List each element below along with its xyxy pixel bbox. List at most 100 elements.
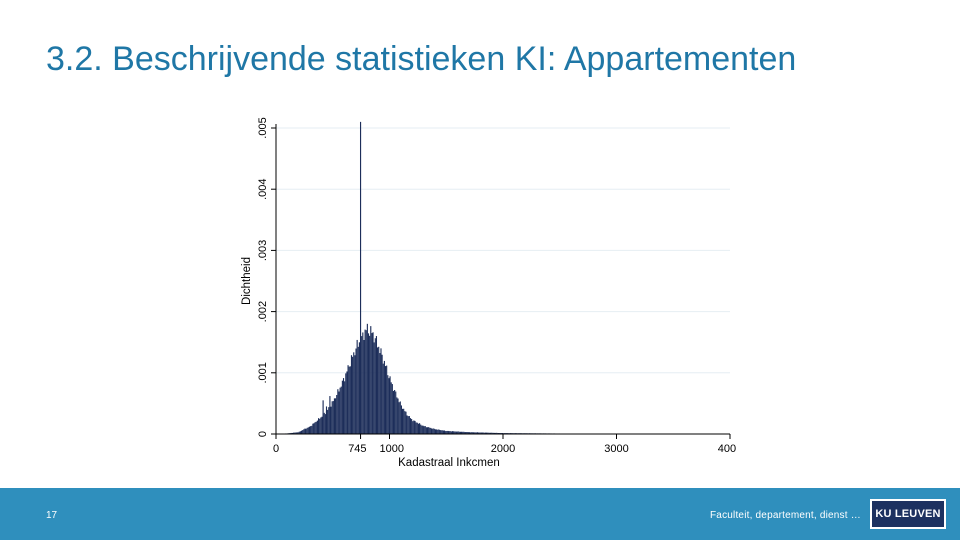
- histogram-bar: [338, 391, 340, 434]
- histogram-bar: [352, 356, 354, 434]
- histogram-bar: [379, 353, 381, 434]
- histogram-bar: [386, 365, 388, 434]
- histogram-bar: [404, 411, 406, 434]
- histogram-bar: [445, 431, 447, 434]
- histogram-bar: [450, 431, 452, 434]
- histogram-bar: [424, 426, 426, 434]
- histogram-bar: [298, 431, 300, 434]
- histogram-bar: [358, 342, 360, 434]
- histogram-bar: [483, 432, 485, 434]
- histogram-bar: [400, 405, 402, 434]
- histogram-bar: [299, 431, 301, 434]
- histogram-bar: [473, 432, 475, 434]
- axes-layer: 0 .001 .002 .003 .004 .005 0 745 1000 2000 3000 400…: [241, 117, 736, 469]
- histogram-bar: [321, 416, 323, 434]
- bars-layer: [276, 121, 730, 434]
- logo-text: KU LEUVEN: [875, 508, 941, 520]
- histogram-bar: [350, 355, 353, 434]
- histogram-bar: [378, 346, 380, 434]
- histogram-bar: [492, 432, 494, 434]
- histogram-bar: [459, 431, 462, 434]
- histogram-bar: [438, 429, 440, 434]
- histogram-bar: [297, 432, 299, 434]
- histogram-bar: [399, 401, 401, 434]
- histogram-bar: [330, 406, 332, 434]
- histogram-bar: [304, 428, 306, 434]
- histogram-bar: [417, 423, 420, 434]
- histogram-bar: [382, 363, 384, 434]
- histogram-bar: [470, 432, 472, 434]
- histogram-bar: [413, 420, 415, 434]
- histogram-bar: [381, 354, 383, 434]
- histogram-bar: [375, 336, 378, 434]
- histogram-bar: [316, 420, 318, 434]
- histogram-bar: [481, 432, 483, 434]
- histogram-bar: [415, 422, 417, 434]
- histogram-bar: [430, 427, 432, 434]
- histogram-bar: [447, 430, 449, 434]
- histogram-bar: [426, 427, 429, 434]
- histogram-bar: [421, 425, 423, 434]
- histogram-bar: [462, 431, 464, 434]
- y-axis-title: Dichtheid: [241, 257, 253, 305]
- histogram-bar: [485, 432, 488, 434]
- histogram-bar: [296, 432, 298, 434]
- histogram-bar: [476, 432, 479, 434]
- histogram-bar: [466, 432, 468, 434]
- y-tick-label: .005: [257, 117, 269, 138]
- histogram-bar: [345, 373, 347, 434]
- histogram-bar: [372, 332, 374, 434]
- histogram-bar: [373, 342, 375, 434]
- histogram-bar: [303, 429, 305, 434]
- histogram-bar: [363, 339, 365, 434]
- histogram-bar: [475, 432, 477, 434]
- histogram-bar: [324, 414, 326, 434]
- histogram-bar: [448, 431, 450, 434]
- histogram-bar: [495, 432, 497, 434]
- histogram-bar: [328, 407, 330, 434]
- histogram-bar: [419, 423, 421, 434]
- histogram-bar: [323, 412, 325, 434]
- histogram-bar: [407, 416, 409, 434]
- histogram-bar: [294, 432, 296, 434]
- histogram-bar: [331, 401, 333, 434]
- histogram-bar: [305, 428, 307, 434]
- y-tick-label: .004: [257, 178, 269, 199]
- histogram-bar: [488, 432, 490, 434]
- histogram-bar: [491, 432, 493, 434]
- histogram-bar: [344, 381, 346, 434]
- x-axis-title: Kadastraal Inkcmen: [398, 457, 500, 469]
- histogram-bar: [362, 332, 364, 434]
- histogram-bar: [484, 432, 486, 434]
- histogram-bar: [489, 432, 491, 434]
- histogram-bar: [291, 432, 294, 434]
- histogram-bar: [411, 419, 413, 434]
- histogram-bar: [480, 432, 482, 434]
- histogram-bar: [409, 418, 412, 434]
- histogram-bar: [497, 432, 499, 434]
- histogram-bar: [308, 426, 311, 434]
- histogram-bar: [374, 338, 376, 434]
- histogram-bar: [394, 390, 396, 434]
- histogram-bar: [342, 378, 345, 434]
- histogram-bar: [357, 346, 359, 434]
- ku-leuven-logo: KU LEUVEN: [870, 499, 946, 529]
- footer-band: 17 Faculteit, departement, dienst … KU L…: [0, 488, 960, 540]
- histogram-bar: [496, 432, 498, 434]
- histogram-bar: [390, 382, 392, 434]
- x-tick-label: 745: [348, 443, 366, 455]
- histogram-bar: [311, 425, 313, 434]
- x-tick-label: 1000: [380, 443, 404, 455]
- histogram-bar: [455, 431, 457, 434]
- histogram-bar: [365, 330, 367, 434]
- histogram-bar: [313, 423, 315, 434]
- histogram-bar: [319, 418, 321, 434]
- histogram-bar: [336, 395, 338, 434]
- histogram-bar: [425, 427, 427, 434]
- histogram-bar: [322, 400, 324, 434]
- histogram-bar: [366, 323, 368, 434]
- histogram-bar: [325, 406, 328, 434]
- histogram-bar: [388, 378, 390, 434]
- histogram-bar: [320, 417, 322, 434]
- histogram-bar: [341, 380, 343, 434]
